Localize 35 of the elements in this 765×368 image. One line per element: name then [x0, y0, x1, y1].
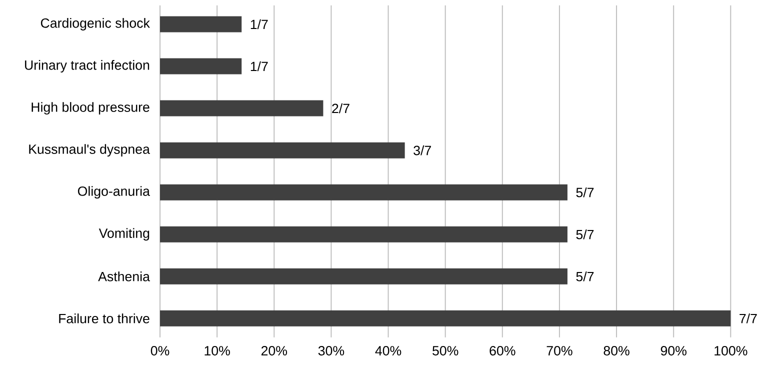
bar [160, 268, 568, 284]
y-tick-label: Vomiting [98, 228, 150, 241]
y-tick-label: Kussmaul's dyspnea [29, 144, 150, 157]
data-label: 5/7 [576, 271, 594, 282]
x-tick-label: 60% [490, 346, 516, 356]
x-tick-label: 50% [432, 346, 458, 356]
bar [160, 142, 405, 158]
bar [160, 16, 242, 32]
y-tick-label: Urinary tract infection [25, 60, 150, 72]
x-tick-label: 0% [150, 346, 170, 356]
y-tick-label: Failure to thrive [59, 314, 150, 324]
y-tick-label: Cardiogenic shock [40, 18, 150, 30]
y-tick-label: High blood pressure [32, 102, 150, 115]
data-label: 3/7 [414, 145, 431, 156]
y-tick-label: Asthenia [98, 271, 150, 282]
x-tick-label: 20% [261, 346, 288, 356]
x-tick-label: 40% [375, 346, 402, 356]
x-tick-label: 90% [660, 346, 686, 356]
y-tick-label: Oligo-anuria [78, 186, 150, 199]
bar [160, 226, 568, 242]
x-tick-label: 70% [546, 346, 572, 356]
data-label: 5/7 [576, 229, 594, 240]
x-tick-label: 10% [204, 346, 230, 356]
x-tick-label: 100% [714, 346, 748, 356]
x-tick-label: 80% [604, 346, 630, 356]
data-label: 2/7 [332, 103, 350, 114]
data-label: 1/7 [250, 19, 268, 30]
bar [160, 184, 568, 200]
bar [160, 310, 731, 326]
bar [160, 100, 324, 116]
data-label: 1/7 [250, 61, 268, 72]
x-tick-label: 30% [318, 346, 344, 356]
data-label: 5/7 [576, 187, 594, 198]
data-label: 7/7 [740, 314, 757, 324]
bar [160, 58, 242, 74]
